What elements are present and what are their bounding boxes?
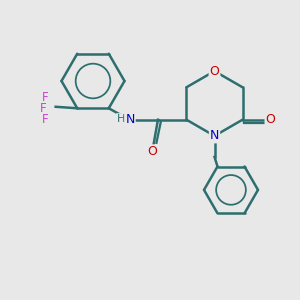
Text: F: F — [40, 102, 46, 115]
Text: H: H — [117, 114, 125, 124]
Text: N: N — [210, 129, 219, 142]
Text: O: O — [147, 145, 157, 158]
Text: F: F — [42, 113, 49, 126]
Text: N: N — [125, 112, 135, 126]
Text: O: O — [266, 113, 275, 126]
Text: O: O — [210, 64, 219, 78]
Text: F: F — [42, 91, 49, 104]
